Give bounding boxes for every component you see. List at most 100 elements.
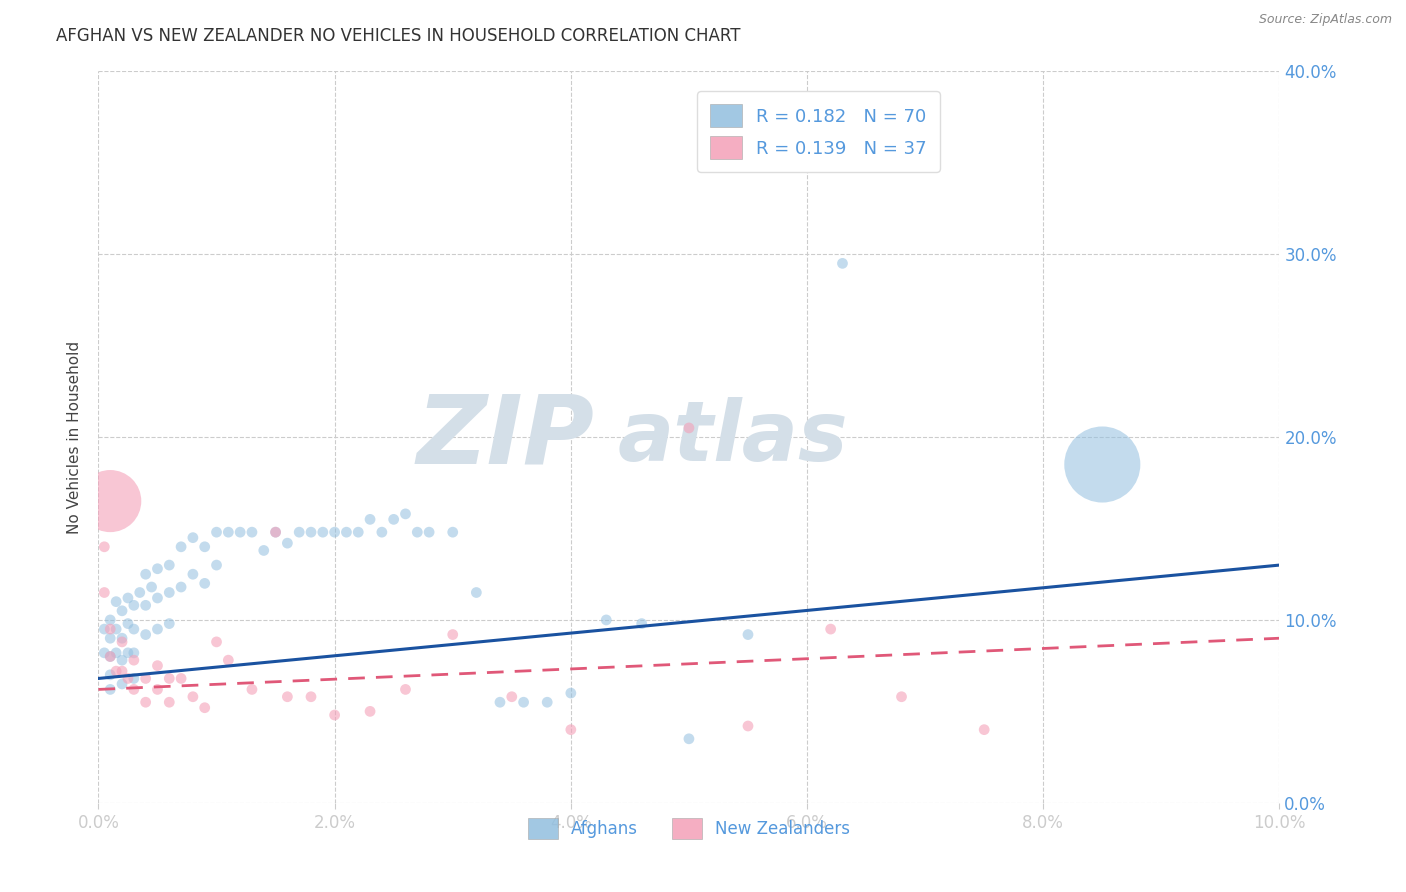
Point [135, 599, 157, 613]
Point [105, 622, 128, 636]
Point [418, 525, 440, 540]
Point [157, 672, 180, 686]
Point [229, 525, 252, 540]
Point [831, 256, 853, 270]
Point [117, 616, 139, 631]
Point [111, 653, 134, 667]
Point [973, 723, 995, 737]
Point [170, 540, 193, 554]
Point [157, 695, 180, 709]
Y-axis label: No Vehicles in Household: No Vehicles in Household [67, 341, 83, 533]
Point [536, 695, 558, 709]
Point [170, 580, 193, 594]
Point [312, 525, 335, 540]
Point [264, 525, 287, 540]
Point [194, 540, 217, 554]
Point [560, 686, 582, 700]
Point [371, 525, 394, 540]
Point [146, 658, 169, 673]
Point [122, 682, 145, 697]
Point [595, 613, 617, 627]
Point [122, 653, 145, 667]
Point [111, 664, 134, 678]
Point [288, 525, 311, 540]
Point [146, 591, 169, 605]
Point [146, 622, 169, 636]
Point [240, 525, 263, 540]
Point [489, 695, 512, 709]
Point [98, 649, 121, 664]
Point [117, 646, 139, 660]
Point [98, 632, 121, 646]
Point [253, 543, 276, 558]
Point [194, 700, 217, 714]
Point [382, 512, 405, 526]
Point [122, 672, 145, 686]
Point [111, 635, 134, 649]
Point [170, 672, 193, 686]
Point [122, 646, 145, 660]
Point [128, 585, 150, 599]
Text: atlas: atlas [619, 397, 849, 477]
Point [98, 682, 121, 697]
Point [157, 558, 180, 573]
Point [111, 632, 134, 646]
Point [105, 646, 128, 660]
Point [630, 616, 652, 631]
Point [678, 731, 700, 746]
Point [441, 525, 464, 540]
Point [135, 672, 157, 686]
Point [111, 677, 134, 691]
Point [135, 695, 157, 709]
Point [117, 591, 139, 605]
Point [98, 622, 121, 636]
Point [347, 525, 370, 540]
Point [737, 719, 759, 733]
Point [276, 690, 298, 704]
Point [820, 622, 842, 636]
Point [93, 585, 115, 599]
Legend: Afghans, New Zealanders: Afghans, New Zealanders [522, 811, 856, 846]
Point [181, 531, 204, 545]
Point [98, 667, 121, 681]
Point [264, 525, 287, 540]
Point [205, 635, 228, 649]
Point [122, 622, 145, 636]
Point [737, 627, 759, 641]
Point [93, 646, 115, 660]
Point [135, 567, 157, 582]
Point [276, 536, 298, 550]
Point [512, 695, 534, 709]
Point [394, 507, 416, 521]
Point [323, 525, 346, 540]
Point [217, 653, 239, 667]
Point [135, 627, 157, 641]
Point [117, 672, 139, 686]
Point [122, 599, 145, 613]
Point [441, 627, 464, 641]
Text: ZIP: ZIP [416, 391, 595, 483]
Point [217, 525, 239, 540]
Point [105, 594, 128, 608]
Point [335, 525, 357, 540]
Point [465, 585, 488, 599]
Point [181, 690, 204, 704]
Point [394, 682, 416, 697]
Point [93, 540, 115, 554]
Point [157, 616, 180, 631]
Point [323, 708, 346, 723]
Point [141, 580, 163, 594]
Point [146, 562, 169, 576]
Point [1091, 458, 1114, 472]
Point [105, 664, 128, 678]
Point [560, 723, 582, 737]
Point [299, 525, 322, 540]
Point [299, 690, 322, 704]
Point [98, 494, 121, 508]
Point [157, 585, 180, 599]
Point [111, 604, 134, 618]
Text: AFGHAN VS NEW ZEALANDER NO VEHICLES IN HOUSEHOLD CORRELATION CHART: AFGHAN VS NEW ZEALANDER NO VEHICLES IN H… [56, 27, 741, 45]
Point [98, 613, 121, 627]
Point [146, 682, 169, 697]
Point [890, 690, 912, 704]
